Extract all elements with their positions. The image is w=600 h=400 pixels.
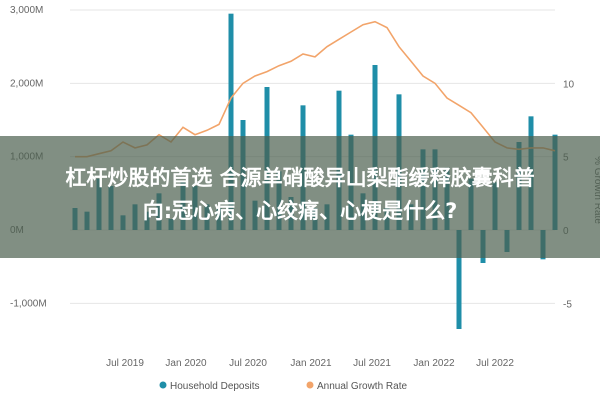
overlay-line-1: 杠杆炒股的首选 合源单硝酸异山梨酯缓释胶囊科普: [65, 166, 535, 190]
right-axis-tick-label: 10: [563, 79, 575, 90]
x-axis-tick-label: Jan 2021: [290, 358, 332, 369]
left-axis-tick-label: 3,000M: [10, 5, 43, 16]
bar-household-deposits: [456, 230, 462, 329]
overlay-banner: [0, 136, 600, 258]
legend-marker-household-deposits: [159, 381, 167, 389]
legend-label-annual-growth-rate: Annual Growth Rate: [317, 381, 407, 392]
overlay-caption: 杠杆炒股的首选 合源单硝酸异山梨酯缓释胶囊科普 向:冠心病、心绞痛、心梗是什么?: [0, 162, 600, 228]
left-axis-tick-label: -1,000M: [10, 298, 47, 309]
legend-marker-annual-growth-rate: [306, 381, 314, 389]
left-axis-tick-label: 2,000M: [10, 78, 43, 89]
overlay-line-2: 向:冠心病、心绞痛、心梗是什么?: [142, 199, 458, 223]
x-axis-tick-label: Jul 2022: [476, 358, 514, 369]
x-axis-tick-label: Jan 2022: [413, 358, 455, 369]
x-axis-tick-label: Jul 2019: [106, 358, 144, 369]
right-axis-tick-label: -5: [563, 299, 572, 310]
x-axis-tick-label: Jul 2020: [229, 358, 267, 369]
x-axis-tick-label: Jul 2021: [353, 358, 391, 369]
legend-label-household-deposits: Household Deposits: [170, 381, 260, 392]
bar-household-deposits: [228, 13, 234, 230]
x-axis-tick-label: Jan 2020: [165, 358, 207, 369]
